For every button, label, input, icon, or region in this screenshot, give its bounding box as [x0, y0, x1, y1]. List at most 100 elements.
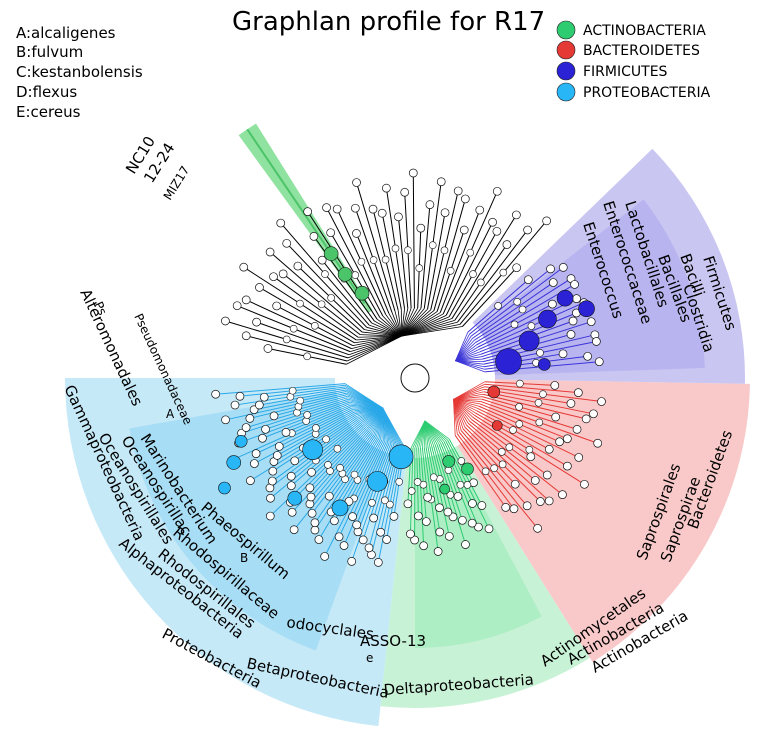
proteobacteria-leaf: [325, 492, 333, 500]
firmicutes-leaf: [592, 337, 600, 345]
highlighted-node: [367, 471, 387, 491]
unassigned-leaf: [493, 187, 501, 195]
firmicutes-leaf: [573, 295, 581, 303]
proteobacteria-leaf: [266, 494, 274, 502]
proteobacteria-node: [324, 461, 331, 468]
unassigned-leaf: [401, 188, 409, 196]
actinobacteria-node: [408, 487, 415, 494]
proteobacteria-leaf: [383, 536, 391, 544]
actinobacteria-leaf: [406, 530, 414, 538]
actinobacteria-leaf: [422, 518, 430, 526]
actinobacteria-leaf: [414, 512, 422, 520]
proteobacteria-node: [289, 387, 296, 394]
legend-label-actinobacteria: ACTINOBACTERIA: [583, 23, 706, 39]
firmicutes-node: [519, 306, 526, 313]
unassigned-node: [311, 322, 318, 329]
unassigned-node: [296, 300, 303, 307]
unassigned-leaf: [369, 205, 377, 213]
unassigned-leaf: [255, 283, 263, 291]
bacteroidetes-leaf: [598, 398, 606, 406]
proteobacteria-node: [334, 445, 341, 452]
firmicutes-node: [528, 323, 535, 330]
bacteroidetes-leaf: [510, 505, 518, 513]
unassigned-leaf: [304, 208, 312, 216]
unassigned-node: [429, 242, 436, 249]
actinobacteria-leaf: [434, 547, 442, 555]
key-entry-e: E:cereus: [16, 103, 81, 121]
bacteroidetes-node: [539, 391, 546, 398]
legend-swatch-proteobacteria: [557, 83, 575, 101]
unassigned-leaf: [441, 209, 449, 217]
figure-title: Graphlan profile for R17: [232, 7, 545, 37]
legend-label-bacteroidetes: BACTEROIDETES: [583, 43, 700, 59]
unassigned-node: [447, 267, 454, 274]
unassigned-leaf: [382, 184, 390, 192]
firmicutes-leaf: [547, 265, 555, 273]
highlighted-node: [303, 440, 323, 460]
legend-swatch-actinobacteria: [557, 21, 575, 39]
proteobacteria-leaf: [340, 542, 348, 550]
firmicutes-leaf: [548, 300, 556, 308]
unassigned-leaf: [394, 213, 402, 221]
bacteroidetes-leaf: [589, 410, 597, 418]
actinobacteria-leaf: [461, 541, 469, 549]
unassigned-leaf: [270, 273, 278, 281]
proteobacteria-leaf: [288, 508, 296, 516]
highlighted-node: [324, 247, 338, 261]
highlighted-node: [496, 349, 522, 375]
unassigned-leaf: [437, 178, 445, 186]
proteobacteria-leaf: [246, 414, 254, 422]
unassigned-leaf: [493, 227, 501, 235]
unassigned-leaf: [264, 344, 272, 352]
proteobacteria-leaf: [222, 416, 230, 424]
unassigned-leaf: [283, 239, 291, 247]
unassigned-leaf: [242, 332, 250, 340]
highlighted-node: [235, 435, 247, 447]
unassigned-leaf: [351, 204, 359, 212]
proteobacteria-leaf: [242, 424, 250, 432]
actinobacteria-leaf: [454, 492, 462, 500]
proteobacteria-leaf: [273, 451, 281, 459]
unassigned-leaf: [476, 206, 484, 214]
unassigned-leaf: [378, 209, 386, 217]
bacteroidetes-leaf: [556, 438, 564, 446]
proteobacteria-leaf: [270, 412, 278, 420]
unassigned-leaf: [489, 218, 497, 226]
proteobacteria-node: [337, 464, 344, 471]
proteobacteria-leaf: [348, 557, 356, 565]
highlighted-node: [355, 286, 369, 300]
firmicutes-node: [495, 302, 502, 309]
actinobacteria-leaf: [458, 516, 466, 524]
actinobacteria-leaf: [445, 532, 453, 540]
bacteroidetes-leaf: [543, 471, 551, 479]
proteobacteria-leaf: [335, 533, 343, 541]
bacteroidetes-node: [498, 448, 505, 455]
proteobacteria-leaf: [287, 472, 295, 480]
key-entry-c: C:kestanbolensis: [16, 63, 143, 81]
proteobacteria-node: [351, 471, 358, 478]
firmicutes-node: [514, 298, 521, 305]
actinobacteria-leaf: [424, 493, 432, 501]
highlighted-node: [538, 310, 556, 328]
bacteroidetes-leaf: [511, 480, 519, 488]
highlighted-node: [389, 445, 413, 469]
bacteroidetes-leaf: [545, 445, 553, 453]
highlighted-node: [538, 358, 550, 370]
actinobacteria-leaf: [478, 502, 486, 510]
bacteroidetes-node: [499, 461, 506, 468]
proteobacteria-leaf: [308, 509, 316, 517]
highlighted-node: [492, 421, 502, 431]
abbreviation-key: A:alcaligenes B:fulvum C:kestanbolensis …: [16, 24, 143, 121]
unassigned-node: [321, 271, 328, 278]
proteobacteria-leaf: [390, 512, 398, 520]
legend-label-proteobacteria: PROTEOBACTERIA: [583, 85, 711, 101]
proteobacteria-node: [297, 397, 304, 404]
firmicutes-leaf: [524, 276, 532, 284]
unassigned-leaf: [323, 204, 331, 212]
unassigned-node: [500, 269, 507, 276]
unassigned-leaf: [461, 195, 469, 203]
highlighted-node: [519, 331, 539, 351]
firmicutes-node: [511, 321, 518, 328]
bacteroidetes-node: [516, 421, 523, 428]
